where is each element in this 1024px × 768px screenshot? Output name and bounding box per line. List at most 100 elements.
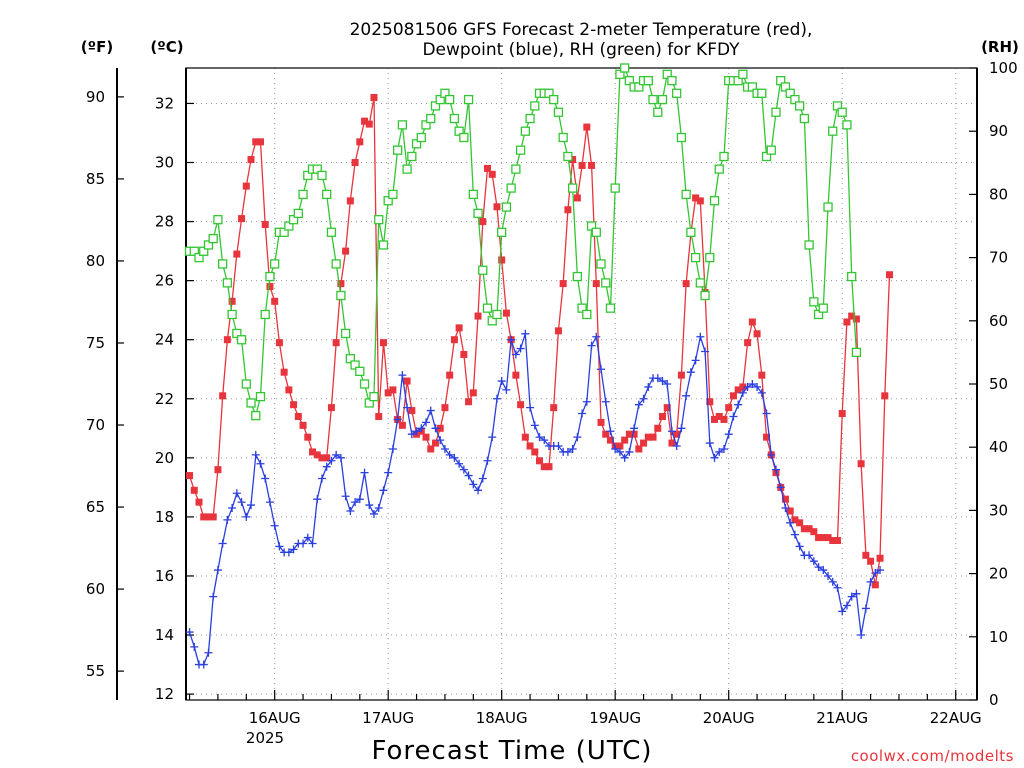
dewpoint-point	[857, 631, 866, 640]
dewpoint-point	[251, 450, 260, 459]
dewpoint-point	[601, 397, 610, 406]
dewpoint-point	[634, 400, 643, 409]
dewpoint-point	[384, 468, 393, 477]
rh-point	[813, 309, 824, 320]
dewpoint-point	[653, 374, 662, 383]
temperature-point	[791, 516, 799, 524]
dewpoint-point	[667, 427, 676, 436]
rh-point	[761, 151, 772, 162]
dewpoint-point	[530, 421, 539, 430]
dewpoint-point	[270, 521, 279, 530]
temperature-point	[654, 424, 662, 432]
rh-point	[851, 347, 862, 358]
rh-point	[828, 126, 838, 136]
dewpoint-point	[861, 604, 870, 613]
celsius-tick-label: 32	[155, 94, 174, 112]
x-tick-label: 21AUG	[816, 709, 868, 727]
rh-point	[790, 94, 800, 105]
dewpoint-point	[847, 592, 856, 601]
rh-point	[653, 107, 663, 117]
temperature-point	[763, 433, 771, 441]
temperature-point	[271, 297, 279, 305]
dewpoint-point	[620, 453, 629, 462]
dewpoint-point	[185, 628, 194, 637]
rh-point	[203, 240, 214, 250]
dewpoint-point	[771, 465, 780, 474]
dewpoint-point	[327, 456, 336, 465]
temperature-point	[564, 206, 572, 214]
rh-point	[218, 259, 228, 269]
dewpoint-point	[341, 492, 350, 501]
dewpoint-point	[308, 539, 317, 548]
dewpoint-point	[729, 412, 738, 421]
rh-point	[733, 75, 743, 86]
temperature-point	[436, 424, 444, 432]
rh-point	[369, 391, 379, 402]
dewpoint-point	[218, 539, 227, 548]
unit-label-rh: (RH)	[981, 38, 1019, 56]
temperature-point	[318, 454, 326, 462]
dewpoint-point	[705, 439, 714, 448]
temperature-point	[781, 495, 789, 503]
rh-point	[213, 215, 223, 225]
dewpoint-point	[573, 433, 582, 442]
temperature-point	[786, 507, 794, 515]
temperature-point	[881, 392, 889, 400]
temperature-point	[502, 309, 510, 317]
rh-point	[388, 189, 398, 200]
rh-point	[799, 113, 810, 124]
dewpoint-point	[615, 447, 624, 456]
rh-point	[407, 151, 417, 162]
temperature-point	[446, 371, 454, 379]
temperature-point	[829, 537, 837, 545]
temperature-point	[602, 430, 610, 438]
temperature-point	[280, 368, 288, 376]
dewpoint-point	[299, 539, 308, 548]
rh-point	[709, 196, 720, 206]
dewpoint-point	[431, 424, 440, 433]
dewpoint-point	[748, 380, 757, 388]
chart-title-line-2: Dewpoint (blue), RH (green) for KFDY	[422, 40, 740, 60]
rh-point	[336, 290, 346, 301]
rh-point	[757, 88, 767, 98]
rh-point	[601, 278, 611, 288]
temperature-point	[422, 433, 430, 441]
temperature-point	[219, 392, 227, 400]
dewpoint-point	[719, 444, 728, 453]
rh-point	[222, 278, 233, 288]
rh-point	[563, 151, 573, 162]
rh-point	[383, 196, 393, 206]
rh-point	[577, 303, 587, 313]
temperature-point	[493, 203, 501, 211]
dewpoint-point	[597, 365, 606, 374]
temperature-point	[550, 404, 558, 412]
dewpoint-point	[247, 501, 256, 510]
temperature-point	[805, 525, 813, 533]
rh-point	[293, 208, 303, 219]
dewpoint-point	[204, 648, 213, 657]
dewpoint-point	[767, 450, 776, 459]
dewpoint-point	[682, 391, 691, 400]
dewpoint-point	[578, 409, 587, 418]
dewpoint-point	[805, 551, 814, 560]
temperature-point	[517, 401, 525, 409]
temperature-point	[309, 448, 317, 456]
temperature-point	[252, 138, 260, 146]
rh-point	[421, 120, 431, 130]
dewpoint-point	[213, 566, 222, 575]
dewpoint-point	[469, 480, 478, 489]
dewpoint-point	[379, 486, 388, 495]
rh-point	[662, 69, 672, 79]
dewpoint-point	[459, 465, 468, 474]
temperature-point	[871, 581, 879, 589]
rh-point	[435, 94, 445, 105]
dewpoint-point	[256, 459, 265, 468]
rh-point	[515, 145, 526, 155]
rh-point	[463, 94, 474, 105]
fahrenheit-tick-label: 60	[86, 580, 105, 598]
rh-point	[430, 101, 441, 111]
rh-point	[520, 126, 530, 136]
rh-point	[847, 271, 857, 282]
dewpoint-point	[322, 462, 331, 471]
temperature-point	[384, 389, 392, 397]
